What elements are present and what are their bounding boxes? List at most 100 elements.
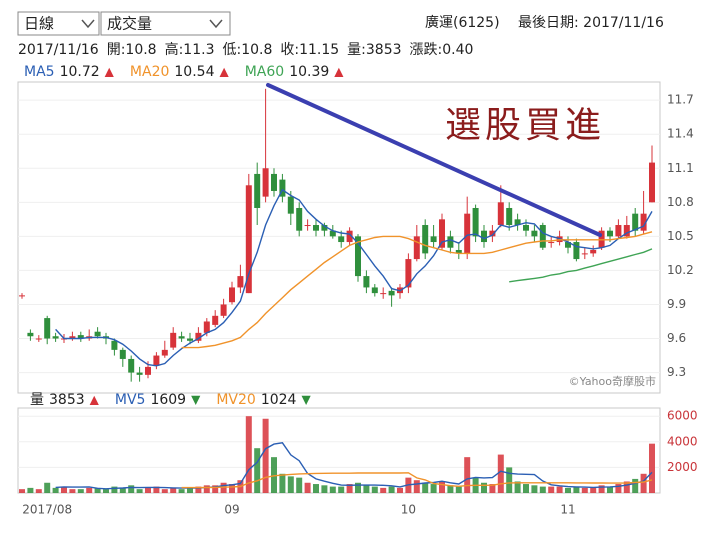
volume-bar bbox=[52, 487, 59, 493]
legend-value: 3853 bbox=[49, 392, 85, 408]
select-text[interactable]: 日線 bbox=[24, 15, 54, 33]
info-item: 漲跌:0.40 bbox=[410, 42, 474, 58]
volume-bar bbox=[481, 482, 487, 493]
volume-bar bbox=[35, 489, 42, 493]
volume-bar bbox=[338, 486, 345, 493]
candle-body bbox=[153, 355, 160, 366]
x-tick-label: 2017/08 bbox=[22, 503, 72, 517]
volume-bar bbox=[195, 486, 202, 493]
legend-name: MV20 bbox=[216, 392, 255, 408]
volume-bar bbox=[212, 485, 219, 493]
candle-body bbox=[27, 332, 34, 337]
y-tick-label: 10.5 bbox=[667, 229, 694, 243]
ma-line bbox=[181, 231, 653, 349]
volume-bar bbox=[565, 487, 571, 493]
volume-bar bbox=[313, 484, 319, 493]
info-item: 低:10.8 bbox=[222, 42, 272, 58]
volume-bar bbox=[649, 443, 655, 493]
indicator-select[interactable]: 成交量 bbox=[100, 11, 231, 36]
candle-body bbox=[69, 336, 76, 339]
volume-bar bbox=[69, 489, 76, 493]
y-tick-label: 11.1 bbox=[667, 161, 694, 175]
candle-body bbox=[220, 304, 227, 316]
volume-bar bbox=[531, 485, 538, 493]
stock-name: 廣運(6125) bbox=[425, 14, 500, 31]
volume-bar bbox=[615, 484, 622, 493]
candle-body bbox=[229, 287, 235, 303]
y-tick-label: 10.8 bbox=[667, 195, 694, 209]
candle-body bbox=[19, 295, 25, 297]
select-text[interactable]: 成交量 bbox=[107, 15, 152, 33]
candle-body bbox=[422, 225, 429, 254]
candle-body bbox=[607, 230, 613, 237]
select-box[interactable] bbox=[100, 11, 231, 36]
volume-bar bbox=[363, 485, 370, 493]
legend-name: MA5 bbox=[24, 64, 55, 80]
y-tick-label: 4000 bbox=[667, 434, 698, 448]
candle-body bbox=[615, 225, 622, 237]
candle-body bbox=[136, 372, 143, 375]
volume-bar bbox=[329, 486, 336, 493]
watermark: ©Yahoo奇摩股市 bbox=[569, 374, 656, 388]
volume-bar bbox=[128, 485, 135, 493]
candle-body bbox=[355, 236, 361, 277]
candle-body bbox=[111, 340, 118, 350]
volume-bar bbox=[271, 457, 277, 493]
volume-bar bbox=[447, 485, 454, 493]
candle-body bbox=[573, 242, 580, 260]
candle-body bbox=[481, 230, 487, 243]
trend-line bbox=[266, 83, 602, 237]
candle-body bbox=[170, 332, 177, 348]
volume-bar bbox=[413, 480, 420, 493]
candle-body bbox=[548, 242, 555, 244]
volume-bar bbox=[287, 476, 294, 493]
candle-body bbox=[237, 276, 244, 288]
volume-bar bbox=[506, 467, 513, 493]
y-tick-label: 11.7 bbox=[667, 93, 694, 107]
volume-bar bbox=[388, 486, 395, 493]
volume-bar bbox=[523, 484, 529, 493]
volume-bar bbox=[262, 418, 269, 493]
volume-bar bbox=[590, 487, 597, 493]
info-item: 開:10.8 bbox=[107, 42, 157, 58]
chevron bbox=[209, 19, 223, 29]
mv-line bbox=[55, 442, 653, 490]
candle-body bbox=[77, 335, 84, 339]
x-tick-label: 10 bbox=[401, 503, 416, 517]
info-item: 高:11.3 bbox=[165, 41, 215, 58]
volume-bar bbox=[514, 481, 521, 493]
candle-body bbox=[464, 213, 471, 254]
y-tick-label: 2000 bbox=[667, 460, 698, 474]
candle-body bbox=[304, 225, 311, 227]
candle-body bbox=[145, 366, 151, 375]
legend-name: MA20 bbox=[130, 64, 169, 80]
volume-bar bbox=[371, 486, 378, 493]
candle-body bbox=[523, 225, 529, 231]
volume-bar bbox=[187, 487, 193, 493]
volume-bar bbox=[556, 486, 563, 493]
ma-line bbox=[55, 188, 653, 367]
candle-body bbox=[472, 207, 479, 237]
volume-bar bbox=[111, 486, 118, 493]
volume-bar bbox=[153, 486, 160, 493]
volume-bar bbox=[632, 478, 639, 493]
legend-trend: ▼ bbox=[301, 393, 311, 407]
candle-body bbox=[623, 225, 630, 237]
select-box[interactable] bbox=[17, 11, 100, 36]
candle-body bbox=[254, 173, 261, 208]
period-select[interactable]: 日線 bbox=[17, 11, 100, 36]
volume-bar bbox=[304, 482, 311, 493]
candle-body bbox=[35, 338, 42, 340]
legend-value: 10.39 bbox=[289, 64, 329, 80]
candle-body bbox=[287, 196, 294, 214]
legend-value: 10.54 bbox=[174, 64, 214, 80]
volume-bar bbox=[539, 486, 546, 493]
candle-body bbox=[203, 321, 210, 333]
volume-bar bbox=[548, 486, 555, 493]
candle-body bbox=[539, 225, 546, 248]
candle-body bbox=[161, 349, 168, 356]
volume-bar bbox=[607, 486, 613, 493]
candle-body bbox=[388, 290, 395, 296]
candle-body bbox=[279, 179, 286, 197]
